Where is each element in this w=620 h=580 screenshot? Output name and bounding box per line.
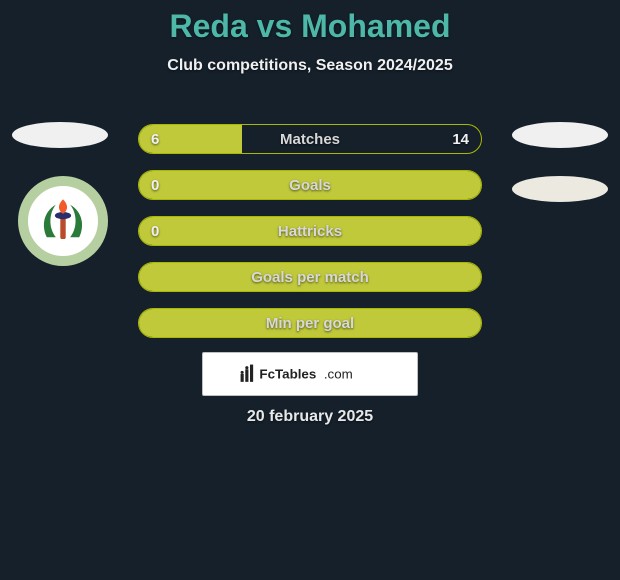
right-secondary-placeholder [512, 176, 608, 202]
left-player-placeholder [12, 122, 108, 148]
bar-row: 6 Matches 14 [138, 124, 482, 154]
bar-right-value: 14 [452, 125, 469, 153]
page-title: Reda vs Mohamed [0, 0, 620, 45]
club-badge [18, 176, 108, 266]
footer-date: 20 february 2025 [0, 408, 620, 426]
torch-wreath-icon [36, 194, 90, 248]
comparison-bars: 6 Matches 14 0 Goals 0 Hattricks Goals p… [138, 124, 482, 354]
bar-label: Goals per match [139, 263, 481, 291]
bar-row: Goals per match [138, 262, 482, 292]
svg-text:.com: .com [324, 367, 353, 382]
fctables-badge[interactable]: FcTables .com [202, 352, 418, 396]
bar-label: Goals [139, 171, 481, 199]
bar-row: 0 Hattricks [138, 216, 482, 246]
bar-row: Min per goal [138, 308, 482, 338]
bar-label: Hattricks [139, 217, 481, 245]
fctables-logo-icon: FcTables .com [239, 363, 380, 385]
bar-row: 0 Goals [138, 170, 482, 200]
subtitle: Club competitions, Season 2024/2025 [0, 57, 620, 75]
svg-text:FcTables: FcTables [260, 367, 317, 382]
right-player-placeholder [512, 122, 608, 148]
bar-label: Min per goal [139, 309, 481, 337]
bar-label: Matches [139, 125, 481, 153]
